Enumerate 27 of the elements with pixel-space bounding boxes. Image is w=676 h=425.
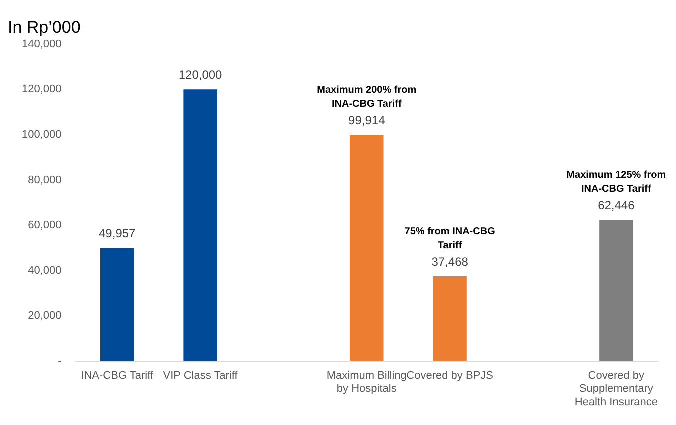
bar <box>350 135 384 362</box>
annotation: Maximum 125% from INA-CBG Tariff <box>566 170 666 195</box>
x-tick-label: Covered by BPJS <box>406 370 494 382</box>
data-label: 99,914 <box>348 113 386 128</box>
y-tick-label: 120,000 <box>22 84 62 96</box>
x-tick-label: Covered by Supplementary Health Insurance <box>574 370 658 408</box>
y-tick-label: 100,000 <box>22 129 62 142</box>
y-tick-label: 60,000 <box>28 220 62 232</box>
annotation: Maximum 200% from INA-CBG Tariff <box>317 84 417 110</box>
y-tick-label: 40,000 <box>28 264 62 277</box>
y-tick-label: 20,000 <box>28 310 62 322</box>
y-tick-label: 140,000 <box>22 38 62 50</box>
x-tick-label: INA-CBG Tariff <box>81 370 154 382</box>
y-tick-label: 80,000 <box>28 174 62 186</box>
data-label: 62,446 <box>598 198 636 212</box>
bar <box>184 90 218 362</box>
x-tick-label: VIP Class Tariff <box>163 370 239 382</box>
bar <box>600 220 634 362</box>
bar <box>100 248 134 362</box>
bar <box>433 276 467 362</box>
chart-title: In Rp’000 <box>8 18 81 37</box>
y-tick-label: - <box>58 355 62 368</box>
x-tick-label: Maximum Billing by Hospitals <box>326 370 407 396</box>
annotation: 75% from INA-CBG Tariff <box>404 226 496 252</box>
data-label: 120,000 <box>178 68 223 82</box>
data-label: 49,957 <box>99 226 136 241</box>
data-label: 37,468 <box>432 254 469 269</box>
